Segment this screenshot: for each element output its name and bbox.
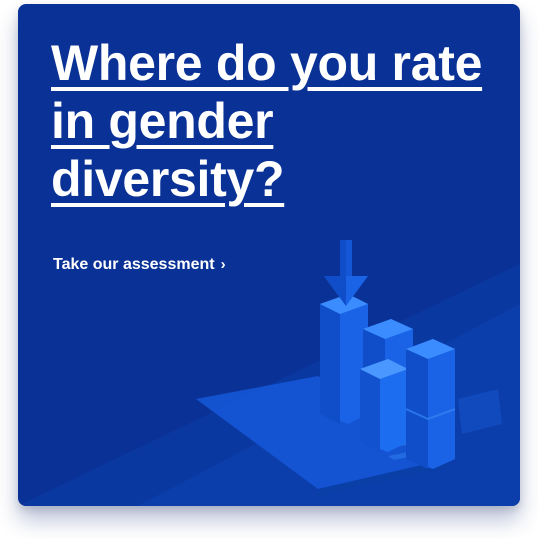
gender-diversity-promo-card[interactable]: Where do you rate in gender diversity? T… — [18, 4, 520, 506]
chevron-right-icon: › — [220, 255, 226, 273]
take-assessment-link[interactable]: Take our assessment › — [53, 256, 226, 274]
cta-label: Take our assessment — [53, 256, 215, 273]
headline: Where do you rate in gender diversity? — [51, 35, 483, 207]
